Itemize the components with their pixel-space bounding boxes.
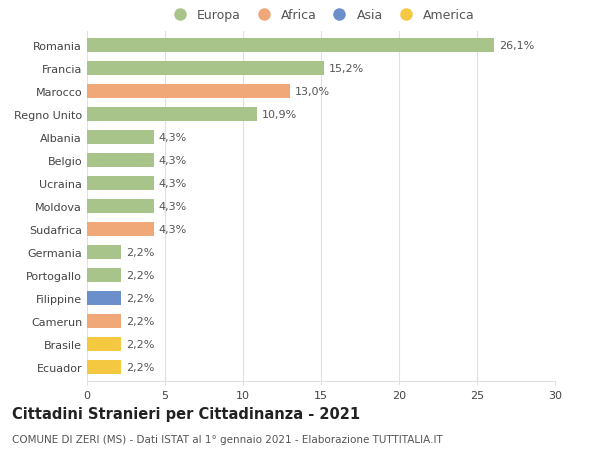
Text: COMUNE DI ZERI (MS) - Dati ISTAT al 1° gennaio 2021 - Elaborazione TUTTITALIA.IT: COMUNE DI ZERI (MS) - Dati ISTAT al 1° g… [12,434,443,444]
Bar [87,130,154,145]
Bar [87,39,494,53]
Text: 2,2%: 2,2% [126,247,154,257]
Text: 4,3%: 4,3% [159,224,187,235]
Text: 4,3%: 4,3% [159,202,187,212]
Text: 2,2%: 2,2% [126,293,154,303]
Text: 26,1%: 26,1% [499,41,534,51]
Text: 13,0%: 13,0% [295,87,329,97]
Bar [87,153,154,168]
Text: 2,2%: 2,2% [126,339,154,349]
Text: 2,2%: 2,2% [126,362,154,372]
Bar [87,84,290,99]
Bar [87,360,121,375]
Bar [87,314,121,329]
Bar [87,222,154,237]
Text: 2,2%: 2,2% [126,316,154,326]
Text: 4,3%: 4,3% [159,156,187,166]
Text: 15,2%: 15,2% [329,64,364,74]
Bar [87,62,324,76]
Bar [87,245,121,260]
Bar [87,176,154,191]
Text: 10,9%: 10,9% [262,110,297,120]
Text: Cittadini Stranieri per Cittadinanza - 2021: Cittadini Stranieri per Cittadinanza - 2… [12,406,360,421]
Bar [87,337,121,352]
Bar [87,268,121,283]
Text: 4,3%: 4,3% [159,133,187,143]
Legend: Europa, Africa, Asia, America: Europa, Africa, Asia, America [167,10,475,22]
Text: 2,2%: 2,2% [126,270,154,280]
Bar [87,199,154,214]
Bar [87,291,121,306]
Bar [87,107,257,122]
Text: 4,3%: 4,3% [159,179,187,189]
